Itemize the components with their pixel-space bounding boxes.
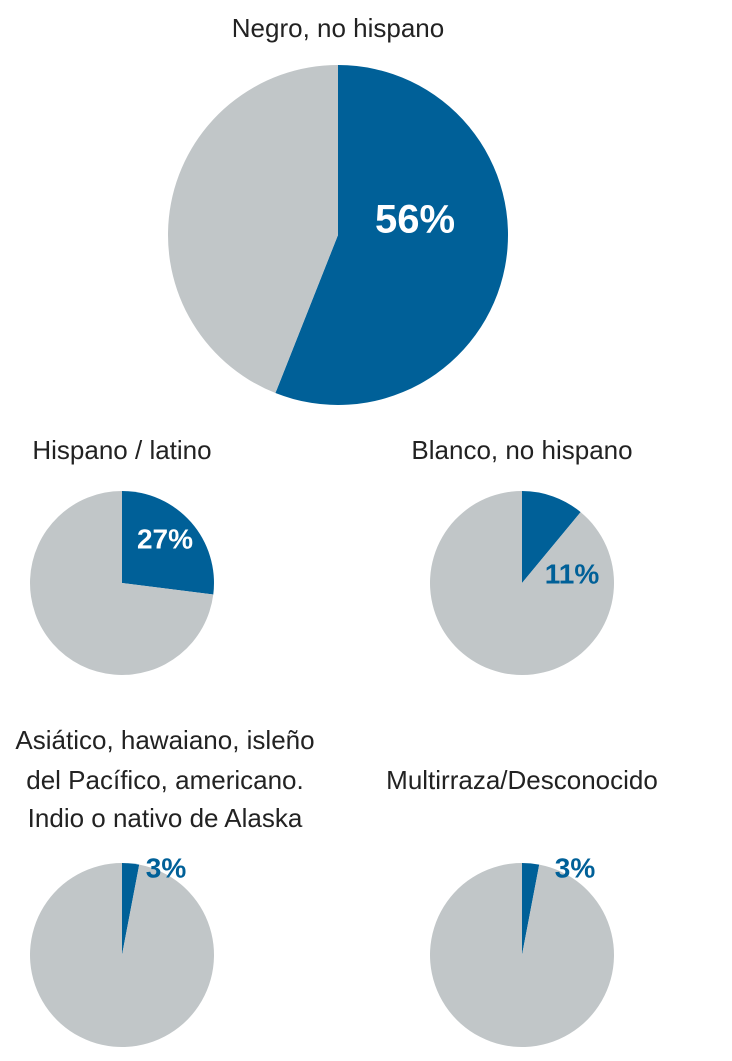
pie-title: Asiático, hawaiano, isleño — [15, 725, 314, 755]
pie-slice — [522, 863, 540, 955]
pie-slice — [167, 65, 338, 394]
pie-slice — [430, 863, 615, 1048]
value-label: 56% — [375, 198, 455, 242]
pie-title: Multirraza/Desconocido — [386, 765, 658, 795]
value-label: 27% — [137, 523, 193, 554]
pie-title: Hispano / latino — [32, 435, 211, 465]
pie-title: del Pacífico, americano. — [26, 765, 303, 795]
pie-slice — [122, 863, 140, 955]
pie-slice — [30, 491, 214, 675]
pie-slice — [122, 491, 214, 595]
pie-title: Indio o nativo de Alaska — [28, 803, 303, 833]
pie-title: Negro, no hispano — [232, 13, 444, 43]
pie-slice — [429, 491, 614, 676]
value-label: 3% — [146, 852, 187, 883]
pie-slice — [275, 65, 508, 405]
pie-slice — [30, 863, 215, 1048]
value-label: 11% — [545, 558, 600, 589]
pie-slice — [522, 491, 581, 583]
value-label: 3% — [555, 852, 596, 883]
pie-title: Blanco, no hispano — [411, 435, 632, 465]
